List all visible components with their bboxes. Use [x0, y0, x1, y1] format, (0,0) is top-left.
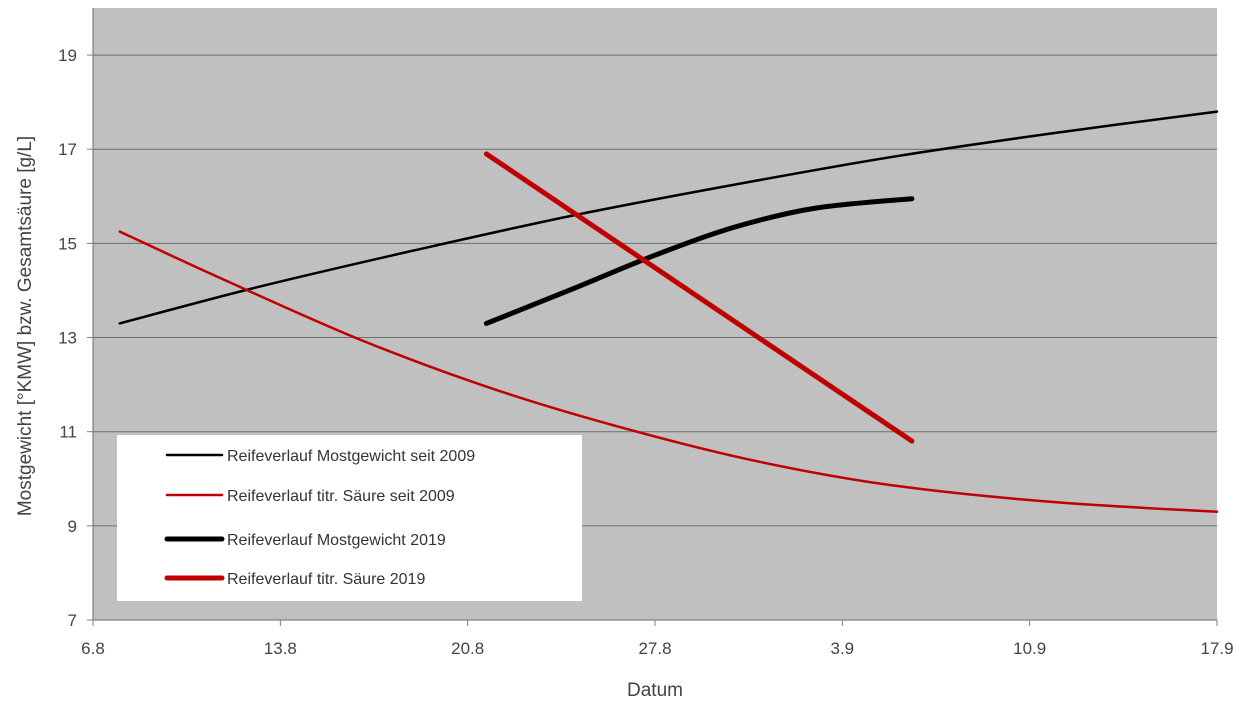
series-line-4: [483, 151, 915, 444]
y-tick-label: 15: [58, 234, 77, 253]
axes: [92, 8, 1218, 626]
y-tick-label: 9: [68, 517, 77, 536]
x-tick-label: 20.8: [451, 639, 484, 658]
legend-label-1: Reifeverlauf Mostgewicht seit 2009: [227, 448, 475, 465]
x-tick-label: 27.8: [638, 639, 671, 658]
x-tick-label: 6.8: [81, 639, 105, 658]
legend-box: [117, 435, 582, 601]
x-tick-label: 3.9: [831, 639, 855, 658]
y-tick-label: 7: [68, 611, 77, 630]
x-tick-label: 17.9: [1200, 639, 1233, 658]
series-layer: [118, 110, 1219, 513]
legend: Reifeverlauf Mostgewicht seit 2009 Reifev…: [117, 435, 582, 601]
y-tick-label: 19: [58, 46, 77, 65]
x-tick-label: 13.8: [264, 639, 297, 658]
series-line-3: [483, 196, 915, 326]
y-tick-label: 17: [58, 140, 77, 159]
y-tick-label: 11: [59, 423, 77, 442]
legend-label-4: Reifeverlauf titr. Säure 2019: [227, 571, 425, 588]
series-line-1: [118, 110, 1219, 325]
x-tick-labels: 6.8 13.8 20.8 27.8 3.9 10.9 17.9: [81, 639, 1233, 658]
legend-label-3: Reifeverlauf Mostgewicht 2019: [227, 532, 446, 549]
legend-label-2: Reifeverlauf titr. Säure seit 2009: [227, 488, 455, 505]
y-tick-label: 13: [58, 329, 77, 348]
y-axis-title: Mostgewicht [°KMW] bzw. Gesamtsäure [g/L…: [15, 136, 36, 516]
series-line-2: [118, 230, 1219, 513]
x-tick-label: 10.9: [1013, 639, 1046, 658]
y-tick-labels: 7 9 11 13 15 17 19: [58, 46, 77, 630]
x-axis-title: Datum: [627, 680, 683, 701]
